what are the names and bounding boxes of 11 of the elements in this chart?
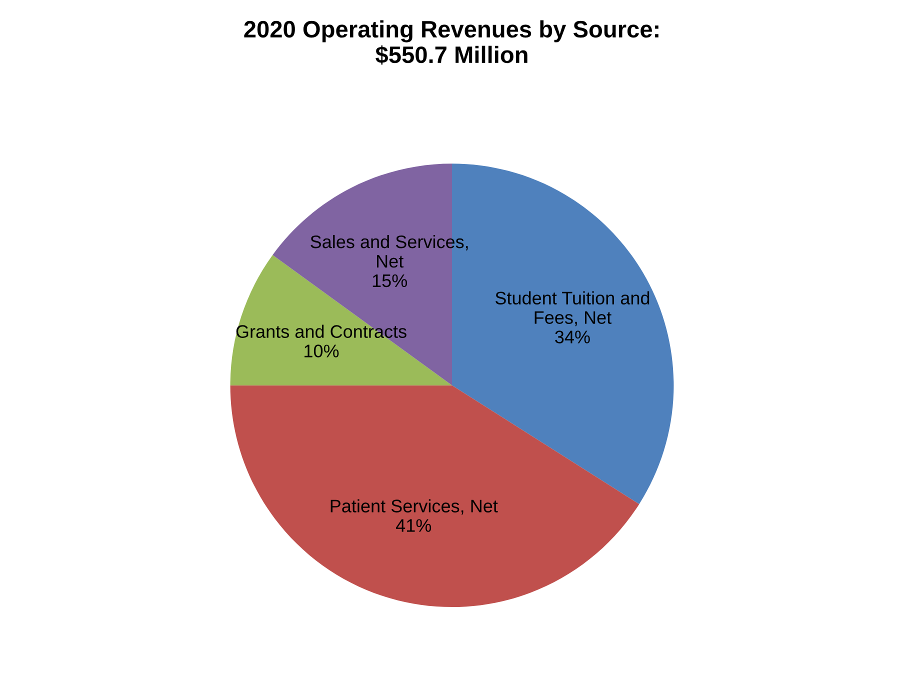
slice-label: Patient Services, Net xyxy=(330,499,498,515)
slice-label: Grants and Contracts xyxy=(236,324,406,338)
data-label: 10% xyxy=(304,344,339,358)
data-label: 41% xyxy=(396,519,432,532)
slice-label: Sales and Services, Net xyxy=(310,234,468,268)
pie-slice xyxy=(230,254,452,386)
data-label: 34% xyxy=(555,330,590,344)
chart-title: 2020 Operating Revenues by Source: $550.7 Million xyxy=(244,20,658,65)
slice-label: Student Tuition and Fees, Net xyxy=(495,291,650,326)
data-label: 15% xyxy=(372,274,408,288)
pie-slice xyxy=(230,385,640,608)
